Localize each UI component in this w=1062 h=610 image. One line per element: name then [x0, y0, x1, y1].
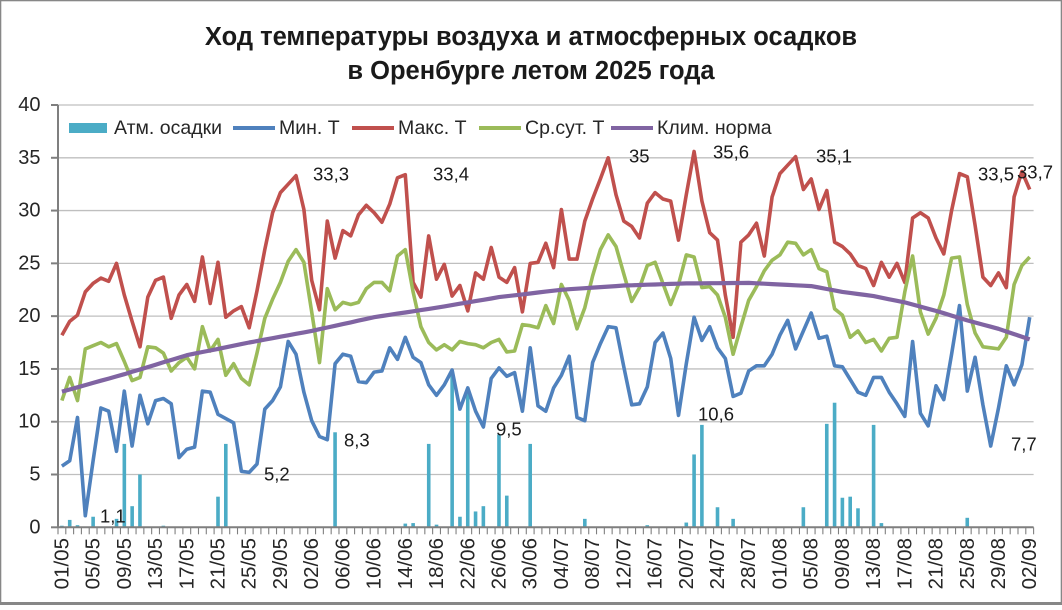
- svg-text:35,1: 35,1: [816, 146, 852, 167]
- svg-text:06/06: 06/06: [331, 538, 354, 589]
- svg-text:25/08: 25/08: [956, 538, 979, 589]
- svg-text:18/06: 18/06: [425, 538, 448, 589]
- svg-text:28/07: 28/07: [737, 538, 760, 589]
- svg-text:20: 20: [18, 305, 40, 327]
- svg-text:Ход температуры воздуха и атмо: Ход температуры воздуха и атмосферных ос…: [205, 23, 857, 51]
- svg-text:Макс. Т: Макс. Т: [398, 117, 467, 139]
- svg-text:8,3: 8,3: [344, 430, 370, 451]
- svg-text:26/06: 26/06: [487, 538, 510, 589]
- svg-text:25: 25: [18, 252, 40, 274]
- svg-text:04/07: 04/07: [550, 538, 573, 589]
- svg-text:Атм. осадки: Атм. осадки: [114, 117, 222, 139]
- svg-text:17/05: 17/05: [175, 538, 198, 589]
- svg-text:0: 0: [29, 516, 40, 538]
- svg-text:5,2: 5,2: [264, 464, 290, 485]
- svg-text:35,6: 35,6: [713, 142, 749, 163]
- svg-text:40: 40: [18, 94, 40, 116]
- svg-text:09/05: 09/05: [113, 538, 136, 589]
- svg-text:21/08: 21/08: [925, 538, 948, 589]
- svg-text:02/06: 02/06: [300, 538, 323, 589]
- svg-text:13/08: 13/08: [862, 538, 885, 589]
- svg-text:22/06: 22/06: [456, 538, 479, 589]
- svg-text:9,5: 9,5: [496, 419, 522, 440]
- svg-text:21/05: 21/05: [207, 538, 230, 589]
- svg-text:5: 5: [29, 464, 40, 486]
- svg-text:10: 10: [18, 411, 40, 433]
- svg-text:Мин. Т: Мин. Т: [279, 117, 340, 139]
- svg-text:33,5: 33,5: [978, 164, 1014, 185]
- svg-text:Клим. норма: Клим. норма: [657, 117, 772, 139]
- svg-text:в Оренбурге летом 2025 года: в Оренбурге летом 2025 года: [347, 57, 715, 85]
- svg-text:30: 30: [18, 200, 40, 222]
- svg-text:12/07: 12/07: [612, 538, 635, 589]
- svg-text:1,1: 1,1: [100, 506, 126, 527]
- svg-text:7,7: 7,7: [1011, 434, 1037, 455]
- svg-text:29/05: 29/05: [269, 538, 292, 589]
- svg-text:29/08: 29/08: [987, 538, 1010, 589]
- svg-text:14/06: 14/06: [394, 538, 417, 589]
- svg-text:02/09: 02/09: [1018, 538, 1041, 589]
- svg-text:33,4: 33,4: [433, 164, 469, 185]
- svg-text:13/05: 13/05: [144, 538, 167, 589]
- svg-text:16/07: 16/07: [644, 538, 667, 589]
- svg-text:15: 15: [18, 358, 40, 380]
- svg-text:01/05: 01/05: [50, 538, 73, 589]
- svg-text:33,3: 33,3: [313, 164, 349, 185]
- svg-text:09/08: 09/08: [831, 538, 854, 589]
- svg-text:10/06: 10/06: [363, 538, 386, 589]
- svg-text:01/08: 01/08: [768, 538, 791, 589]
- svg-text:24/07: 24/07: [706, 538, 729, 589]
- svg-text:Ср.сут. Т: Ср.сут. Т: [525, 117, 604, 139]
- svg-text:33,7: 33,7: [1017, 162, 1053, 183]
- svg-text:17/08: 17/08: [893, 538, 916, 589]
- svg-text:08/07: 08/07: [581, 538, 604, 589]
- svg-text:35: 35: [629, 146, 650, 167]
- svg-text:05/08: 05/08: [800, 538, 823, 589]
- svg-text:10,6: 10,6: [698, 404, 734, 425]
- svg-text:30/06: 30/06: [519, 538, 542, 589]
- svg-text:20/07: 20/07: [675, 538, 698, 589]
- svg-text:25/05: 25/05: [238, 538, 261, 589]
- svg-text:05/05: 05/05: [82, 538, 105, 589]
- svg-text:35: 35: [18, 147, 40, 169]
